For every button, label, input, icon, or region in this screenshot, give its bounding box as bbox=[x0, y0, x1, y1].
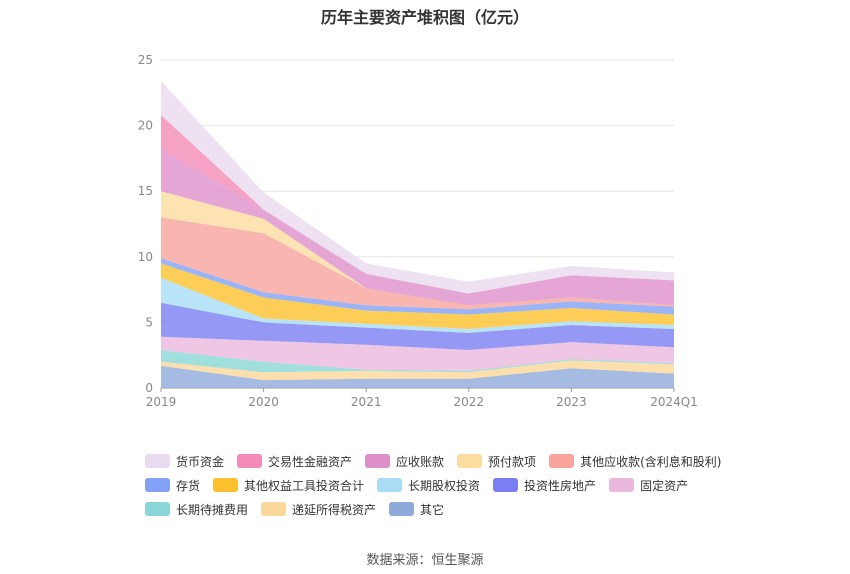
y-tick-label: 20 bbox=[138, 119, 153, 133]
x-tick-label: 2023 bbox=[556, 395, 587, 409]
legend-item[interactable]: 应收账款 bbox=[365, 453, 444, 470]
legend-item[interactable]: 长期待摊费用 bbox=[145, 501, 248, 518]
legend-swatch bbox=[377, 478, 403, 492]
legend-item[interactable]: 固定资产 bbox=[609, 477, 688, 494]
legend-swatch bbox=[493, 478, 519, 492]
legend-swatch bbox=[237, 454, 263, 468]
legend-swatch bbox=[213, 478, 239, 492]
legend-label: 其它 bbox=[420, 502, 445, 517]
legend-label: 递延所得税资产 bbox=[292, 502, 377, 517]
legend-item[interactable]: 递延所得税资产 bbox=[261, 501, 376, 518]
legend-swatch bbox=[261, 502, 287, 516]
legend-label: 长期待摊费用 bbox=[176, 502, 249, 517]
y-tick-label: 25 bbox=[138, 53, 153, 67]
legend-item[interactable]: 其他权益工具投资合计 bbox=[213, 477, 364, 494]
chart-title: 历年主要资产堆积图（亿元） bbox=[320, 8, 529, 27]
area-其它 bbox=[161, 365, 674, 388]
area-应收账款 bbox=[161, 149, 674, 306]
y-tick-label: 10 bbox=[138, 250, 153, 264]
x-tick-label: 2020 bbox=[248, 395, 279, 409]
area-存货 bbox=[161, 258, 674, 315]
legend-item[interactable]: 投资性房地产 bbox=[493, 477, 596, 494]
legend-item[interactable]: 预付款项 bbox=[457, 453, 536, 470]
stacked-area-chart: 0 5 10 15 20 25 2019 2020 2021 2022 2023 2024Q1 bbox=[138, 53, 698, 409]
legend-label: 长期股权投资 bbox=[408, 478, 481, 493]
legend-row: 长期待摊费用 递延所得税资产 其它 bbox=[145, 497, 785, 521]
legend-label: 应收账款 bbox=[396, 454, 445, 469]
legend-swatch bbox=[145, 502, 170, 516]
legend-item[interactable]: 其他应收款(含利息和股利) bbox=[549, 453, 721, 470]
area-固定资产 bbox=[161, 336, 674, 371]
legend-item[interactable]: 长期股权投资 bbox=[377, 477, 480, 494]
area-长期待摊费用 bbox=[161, 350, 674, 373]
legend-label: 预付款项 bbox=[488, 454, 537, 469]
legend-item[interactable]: 其它 bbox=[389, 501, 444, 518]
legend-item[interactable]: 交易性金融资产 bbox=[237, 453, 352, 470]
legend-label: 投资性房地产 bbox=[524, 478, 597, 493]
legend-row: 存货 其他权益工具投资合计 长期股权投资 投资性房地产 固定资产 bbox=[145, 473, 785, 497]
legend-swatch bbox=[549, 454, 575, 468]
legend-swatch bbox=[145, 454, 170, 468]
legend-swatch bbox=[389, 502, 415, 516]
legend-swatch bbox=[365, 454, 391, 468]
area-其他权益工具投资合计 bbox=[161, 263, 674, 329]
area-其他应收款(含利息和股利) bbox=[161, 217, 674, 310]
legend-label: 其他权益工具投资合计 bbox=[244, 478, 365, 493]
y-tick-label: 0 bbox=[145, 381, 153, 395]
area-投资性房地产 bbox=[161, 302, 674, 350]
legend-label: 交易性金融资产 bbox=[268, 454, 353, 469]
legend-swatch bbox=[457, 454, 483, 468]
area-货币资金 bbox=[161, 81, 674, 294]
legend-label: 存货 bbox=[176, 478, 201, 493]
legend-label: 货币资金 bbox=[176, 454, 225, 469]
y-tick-label: 15 bbox=[138, 184, 153, 198]
legend: 货币资金 交易性金融资产 应收账款 预付款项 其他应收款(含利息和股利) 存货 其他权益工具… bbox=[145, 449, 785, 521]
x-tick-label: 2024Q1 bbox=[650, 395, 698, 409]
x-tick-label: 2021 bbox=[351, 395, 382, 409]
legend-label: 其他应收款(含利息和股利) bbox=[580, 454, 722, 469]
legend-item[interactable]: 存货 bbox=[145, 477, 200, 494]
legend-swatch bbox=[609, 478, 635, 492]
y-tick-label: 5 bbox=[145, 315, 153, 329]
x-tick-label: 2019 bbox=[146, 395, 177, 409]
legend-row: 货币资金 交易性金融资产 应收账款 预付款项 其他应收款(含利息和股利) bbox=[145, 449, 785, 473]
data-source: 数据来源：恒生聚源 bbox=[366, 553, 484, 568]
area-递延所得税资产 bbox=[161, 360, 674, 381]
x-tick-label: 2022 bbox=[454, 395, 485, 409]
legend-item[interactable]: 货币资金 bbox=[145, 453, 224, 470]
legend-label: 固定资产 bbox=[640, 478, 689, 493]
legend-swatch bbox=[145, 478, 170, 492]
